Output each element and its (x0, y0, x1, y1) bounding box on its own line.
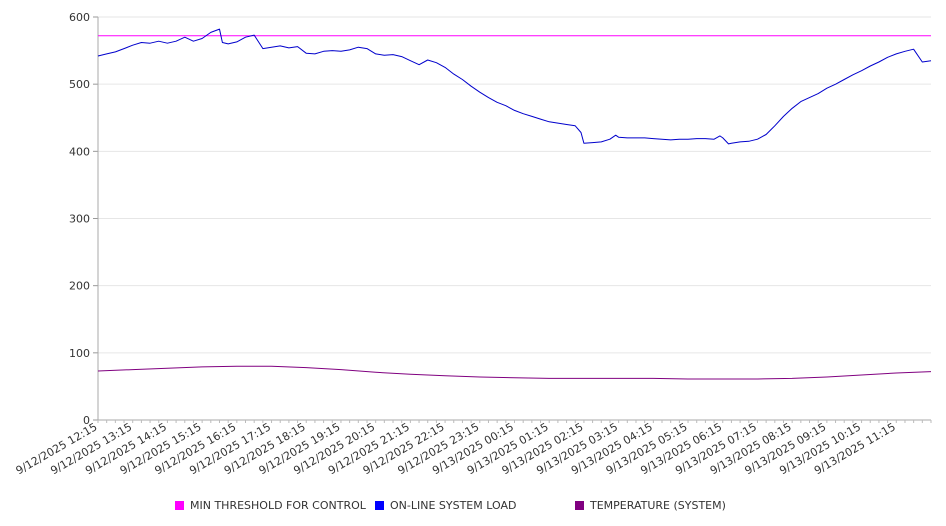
y-tick-label: 600 (69, 11, 90, 24)
legend-item-temperature[interactable]: TEMPERATURE (SYSTEM) (575, 499, 726, 512)
y-tick-label: 200 (69, 280, 90, 293)
y-tick-label: 0 (83, 414, 90, 427)
legend-swatch-system-load (375, 501, 384, 510)
legend-label-min-threshold: MIN THRESHOLD FOR CONTROL (190, 499, 366, 512)
legend: MIN THRESHOLD FOR CONTROL ON-LINE SYSTEM… (0, 499, 946, 515)
series-line-temperature (97, 365, 932, 380)
legend-swatch-temperature (575, 501, 584, 510)
legend-item-min-threshold[interactable]: MIN THRESHOLD FOR CONTROL (175, 499, 366, 512)
series-line-system-load (97, 28, 932, 145)
legend-item-system-load[interactable]: ON-LINE SYSTEM LOAD (375, 499, 516, 512)
x-axis: 9/12/2025 12:159/12/2025 13:159/12/2025 … (14, 419, 932, 477)
series-lines (97, 28, 932, 380)
legend-swatch-min-threshold (175, 501, 184, 510)
y-tick-label: 100 (69, 347, 90, 360)
y-tick-label: 500 (69, 78, 90, 91)
y-tick-label: 300 (69, 213, 90, 226)
legend-label-temperature: TEMPERATURE (SYSTEM) (590, 499, 726, 512)
gridlines (98, 16, 931, 354)
legend-label-system-load: ON-LINE SYSTEM LOAD (390, 499, 517, 512)
y-tick-label: 400 (69, 145, 90, 158)
y-axis: 0 100 200 300 400 500 600 (69, 11, 99, 427)
